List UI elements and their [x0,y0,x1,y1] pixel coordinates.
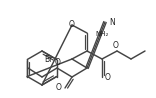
Text: O: O [105,73,111,82]
Text: O: O [113,41,119,50]
Text: O: O [55,58,61,67]
Text: Br: Br [44,55,53,64]
Text: O: O [69,20,75,29]
Text: O: O [56,83,62,93]
Text: NH₂: NH₂ [95,31,108,37]
Text: N: N [109,18,115,26]
